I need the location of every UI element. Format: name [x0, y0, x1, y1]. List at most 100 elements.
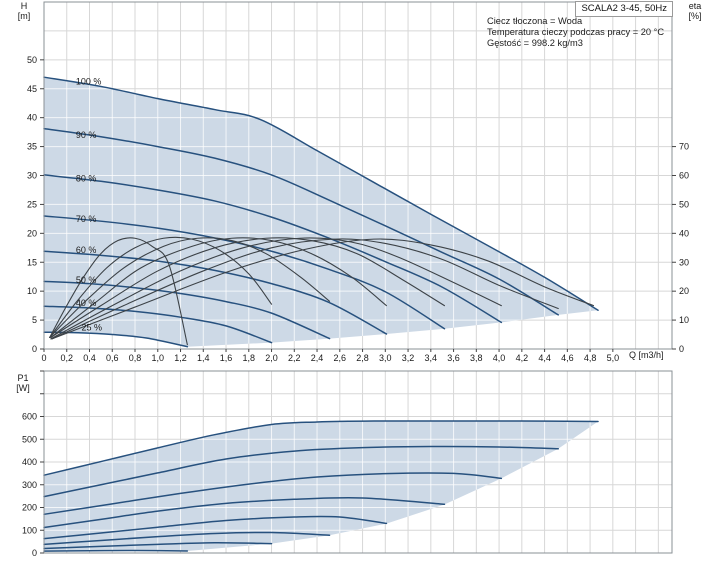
- left-tick-label: 0: [32, 548, 37, 558]
- eta-curve-70%: [50, 237, 446, 338]
- speed-curve-50%: [43, 280, 331, 340]
- left-tick-label: 5: [32, 315, 37, 325]
- eta-curve-100%: [51, 238, 595, 340]
- speed-curve-40%: [43, 542, 273, 550]
- head-curves-chart: 100 % 90 % 80 % 70 % 60 % 50 % 40 % 25 % 0 5 10 15 2…: [27, 1, 689, 363]
- speed-label-40%: 40 %: [76, 298, 97, 308]
- eta-curve-90%: [51, 238, 559, 340]
- left-axis-ticks: 0 5 10 15 20 25 30 35 40 45 50: [27, 55, 44, 354]
- left-tick-label: 30: [27, 171, 37, 181]
- flow-tick-label: 3,2: [402, 353, 415, 363]
- speed-curve-60%: [43, 515, 388, 540]
- flow-tick-label: 4,0: [493, 353, 506, 363]
- eta-tick-label: 20: [679, 286, 689, 296]
- flow-tick-label: 0,8: [129, 353, 142, 363]
- flow-tick-label: 1,0: [152, 353, 165, 363]
- info-line-liquid: Ciecz tłoczona = Woda: [487, 16, 583, 26]
- left-tick-label: 0: [32, 344, 37, 354]
- power-axis-symbol: P1: [17, 373, 29, 383]
- flow-tick-label: 2,4: [311, 353, 324, 363]
- left-axis-ticks: 0 100 200 300 400 500 600: [22, 370, 44, 558]
- flow-tick-label: 1,4: [197, 353, 210, 363]
- flow-tick-label: 0: [41, 353, 46, 363]
- flow-tick-label: 0,2: [60, 353, 73, 363]
- eta-axis-unit: [%]: [688, 11, 702, 21]
- speed-curve-100%: [43, 76, 599, 311]
- eta-axis-symbol: eta: [688, 1, 702, 11]
- speed-curve-80%: [43, 472, 503, 516]
- left-tick-label: 500: [22, 434, 37, 444]
- left-tick-label: 400: [22, 457, 37, 467]
- eta-curve-40%: [49, 236, 273, 338]
- eta-tick-label: 30: [679, 257, 689, 267]
- left-tick-label: 50: [27, 55, 37, 65]
- eta-curve-25%: [49, 237, 188, 346]
- power-axis-unit: [W]: [16, 383, 30, 393]
- speed-label-50%: 50 %: [76, 275, 97, 285]
- eta-tick-label: 60: [679, 171, 689, 181]
- left-tick-label: 40: [27, 113, 37, 123]
- flow-tick-label: 3,4: [425, 353, 438, 363]
- flow-tick-label: 4,4: [538, 353, 551, 363]
- speed-curve-60%: [43, 250, 388, 335]
- flow-tick-label: 2,8: [356, 353, 369, 363]
- left-tick-label: 300: [22, 480, 37, 490]
- flow-tick-label: 2,2: [288, 353, 301, 363]
- eta-tick-label: 10: [679, 315, 689, 325]
- speed-label-100%: 100 %: [76, 77, 102, 87]
- flow-tick-label: 4,8: [584, 353, 597, 363]
- speed-curve-90%: [43, 127, 559, 316]
- info-line-density: Gęstość = 998.2 kg/m3: [487, 37, 583, 48]
- speed-label-90%: 90 %: [76, 130, 97, 140]
- flow-tick-label: 2,6: [334, 353, 347, 363]
- speed-curve-90%: [43, 445, 559, 498]
- speed-curve-70%: [43, 496, 446, 529]
- flow-tick-label: 1,8: [243, 353, 256, 363]
- power-axis-unit-label: P1 [W]: [10, 373, 36, 393]
- eta-tick-label: 50: [679, 199, 689, 209]
- flow-tick-label: 1,2: [174, 353, 187, 363]
- left-tick-label: 35: [27, 142, 37, 152]
- left-tick-label: 45: [27, 84, 37, 94]
- speed-label-70%: 70 %: [76, 214, 97, 224]
- left-tick-label: 100: [22, 525, 37, 535]
- flow-tick-label: 1,6: [220, 353, 233, 363]
- flow-tick-label: 3,8: [470, 353, 483, 363]
- head-axis-symbol: H: [20, 1, 28, 11]
- speed-curve-25%: [43, 549, 189, 552]
- operating-envelope-fill: [44, 420, 599, 552]
- left-tick-label: 10: [27, 286, 37, 296]
- power-curves-chart: 0 100 200 300 400 500 600: [22, 370, 673, 558]
- liquid-info-box: Ciecz tłoczona = Woda Temperatura cieczy…: [487, 16, 664, 48]
- left-tick-label: 200: [22, 503, 37, 513]
- speed-label-80%: 80 %: [76, 173, 97, 183]
- left-tick-label: 15: [27, 257, 37, 267]
- flow-tick-label: 5,0: [607, 353, 620, 363]
- eta-curve-50%: [49, 237, 331, 338]
- eta-tick-label: 70: [679, 142, 689, 152]
- left-tick-label: 20: [27, 228, 37, 238]
- head-axis-unit-label: H [m]: [12, 1, 36, 21]
- flow-axis-ticks: 0 0,2 0,4 0,6 0,8 1,0 1,2 1,4 1,6 1,8 2,0 2,2 2,4 2,6…: [41, 349, 619, 363]
- info-line-temperature: Temperatura cieczy podczas pracy = 20 °C: [487, 26, 665, 37]
- eta-axis-unit-label: eta [%]: [682, 1, 708, 21]
- left-tick-label: 25: [27, 199, 37, 209]
- speed-curve-40%: [43, 305, 273, 344]
- flow-tick-label: 4,6: [561, 353, 574, 363]
- eta-axis-ticks: 0 10 20 30 40 50 60 70: [672, 142, 689, 354]
- speed-curve-100%: [43, 420, 599, 476]
- left-tick-label: 600: [22, 412, 37, 422]
- pump-title-box: SCALA2 3-45, 50Hz: [575, 1, 673, 17]
- speed-label-60%: 60 %: [76, 245, 97, 255]
- flow-tick-label: 0,6: [106, 353, 119, 363]
- flow-tick-label: 0,4: [83, 353, 96, 363]
- eta-curve-60%: [50, 237, 387, 338]
- speed-label-25%: 25 %: [82, 322, 103, 332]
- flow-tick-label: 2,0: [265, 353, 278, 363]
- speed-curve-80%: [43, 174, 503, 324]
- flow-tick-label: 3,6: [447, 353, 460, 363]
- eta-tick-label: 0: [679, 344, 684, 354]
- flow-tick-label: 4,2: [516, 353, 529, 363]
